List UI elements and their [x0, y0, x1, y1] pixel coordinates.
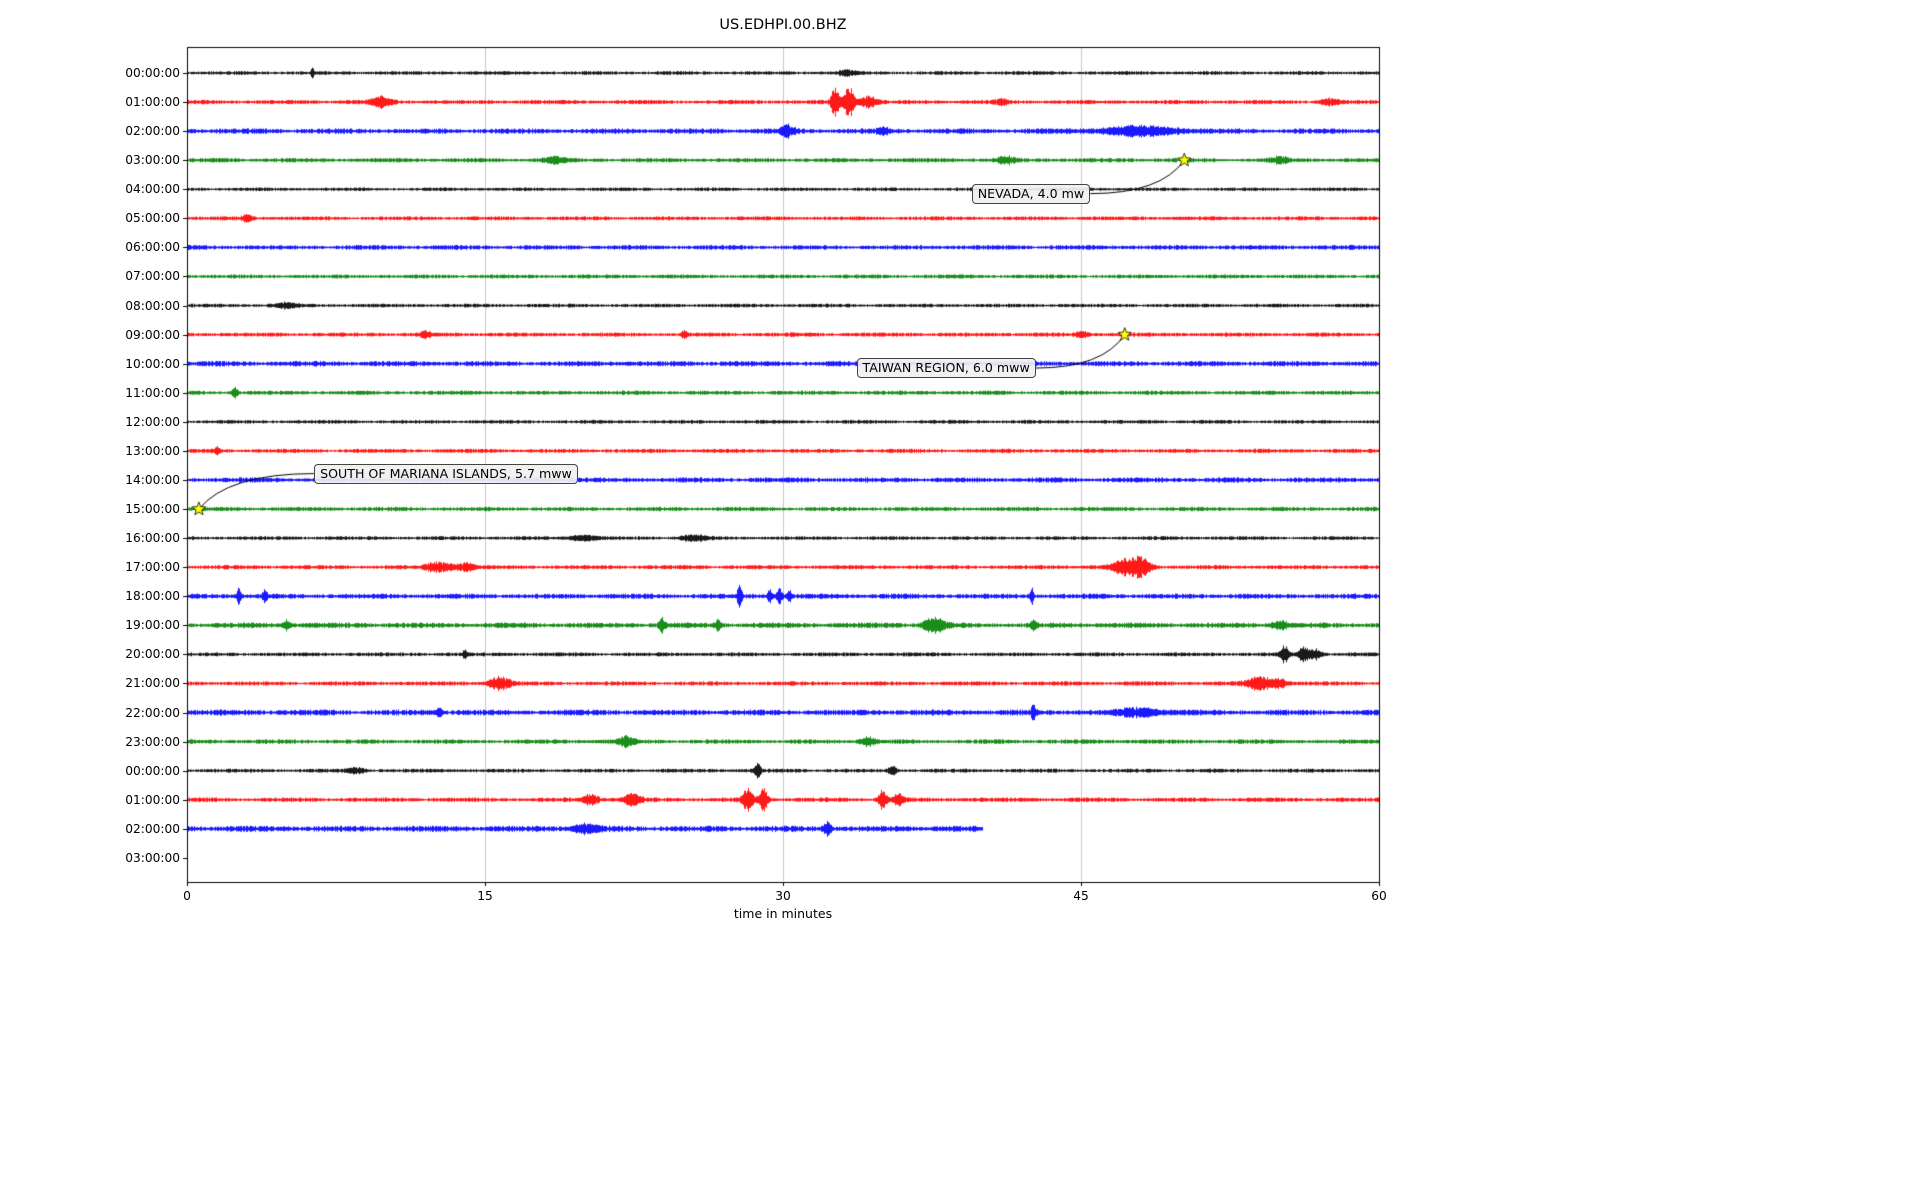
y-tick-label: 05:00:00 — [125, 211, 180, 226]
y-tick-label: 12:00:00 — [125, 414, 180, 429]
y-tick-label: 03:00:00 — [125, 850, 180, 865]
x-axis-title: time in minutes — [733, 906, 833, 921]
y-tick-label: 08:00:00 — [125, 298, 180, 313]
y-tick-label: 19:00:00 — [125, 618, 180, 633]
y-tick-label: 11:00:00 — [125, 385, 180, 400]
event-label: SOUTH OF MARIANA ISLANDS, 5.7 mww — [314, 463, 578, 484]
chart-title: US.EDHPI.00.BHZ — [719, 17, 847, 33]
y-tick-label: 09:00:00 — [125, 327, 180, 342]
y-tick-label: 00:00:00 — [125, 763, 180, 778]
event-label: NEVADA, 4.0 mw — [971, 183, 1091, 204]
y-tick-label: 06:00:00 — [125, 240, 180, 255]
y-tick-label: 00:00:00 — [125, 66, 180, 80]
y-tick-label: 23:00:00 — [125, 734, 180, 749]
y-tick-label: 15:00:00 — [125, 502, 180, 517]
y-tick-label: 02:00:00 — [125, 821, 180, 836]
x-tick-label: 30 — [775, 889, 791, 903]
y-tick-label: 16:00:00 — [125, 531, 180, 546]
y-tick-label: 07:00:00 — [125, 269, 180, 284]
y-tick-label: 13:00:00 — [125, 443, 180, 458]
x-tick-label: 45 — [1073, 889, 1089, 903]
y-tick-label: 03:00:00 — [125, 153, 180, 168]
y-tick-label: 04:00:00 — [125, 182, 180, 197]
y-tick-label: 17:00:00 — [125, 560, 180, 575]
y-tick-label: 01:00:00 — [125, 792, 180, 807]
y-tick-label: 18:00:00 — [125, 589, 180, 604]
y-tick-label: 10:00:00 — [125, 356, 180, 371]
y-tick-label: 20:00:00 — [125, 647, 180, 662]
y-tick-label: 22:00:00 — [125, 705, 180, 720]
y-tick-label: 14:00:00 — [125, 472, 180, 487]
y-tick-label: 02:00:00 — [125, 124, 180, 139]
event-label: TAIWAN REGION, 6.0 mww — [856, 358, 1036, 379]
y-tick-label: 21:00:00 — [125, 676, 180, 691]
x-tick-label: 60 — [1371, 889, 1387, 903]
x-tick-label: 0 — [183, 889, 191, 903]
x-tick-label: 15 — [477, 889, 493, 903]
y-tick-label: 01:00:00 — [125, 95, 180, 110]
